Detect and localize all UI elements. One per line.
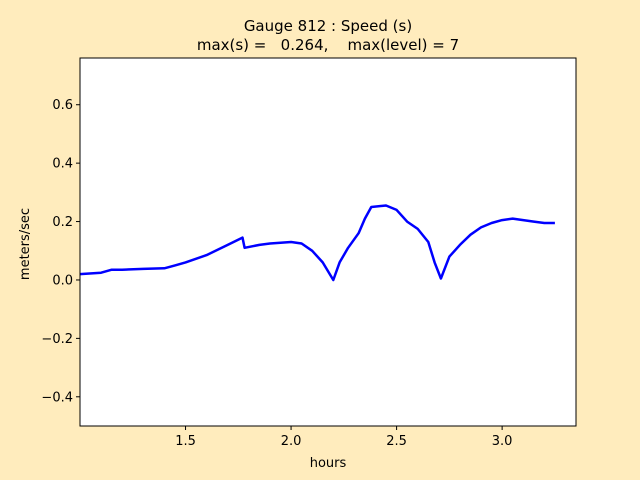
y-tick-label: 0.4	[52, 157, 73, 172]
y-axis-ticks: −0.4 −0.2 0.0 0.2 0.4 0.6	[41, 98, 80, 405]
y-axis-label: meters/sec	[18, 208, 33, 280]
x-axis-label: hours	[310, 456, 347, 471]
y-tick-label: 0.0	[52, 273, 73, 288]
chart-title: Gauge 812 : Speed (s)	[244, 17, 412, 35]
plot-area	[80, 58, 576, 426]
x-tick-label: 1.5	[175, 434, 196, 449]
series-layer	[79, 204, 555, 282]
y-tick-label: −0.4	[41, 390, 73, 405]
y-tick-label: 0.6	[52, 98, 73, 113]
series-line-0	[79, 204, 555, 282]
y-tick-label: 0.2	[52, 215, 73, 230]
x-axis-ticks: 1.5 2.0 2.5 3.0	[175, 426, 512, 449]
y-tick-label: −0.2	[41, 332, 73, 347]
x-tick-label: 2.0	[281, 434, 302, 449]
x-tick-label: 2.5	[386, 434, 407, 449]
plot-frame	[79, 57, 577, 427]
chart-subtitle: max(s) = 0.264, max(level) = 7	[197, 36, 459, 54]
x-tick-label: 3.0	[492, 434, 513, 449]
